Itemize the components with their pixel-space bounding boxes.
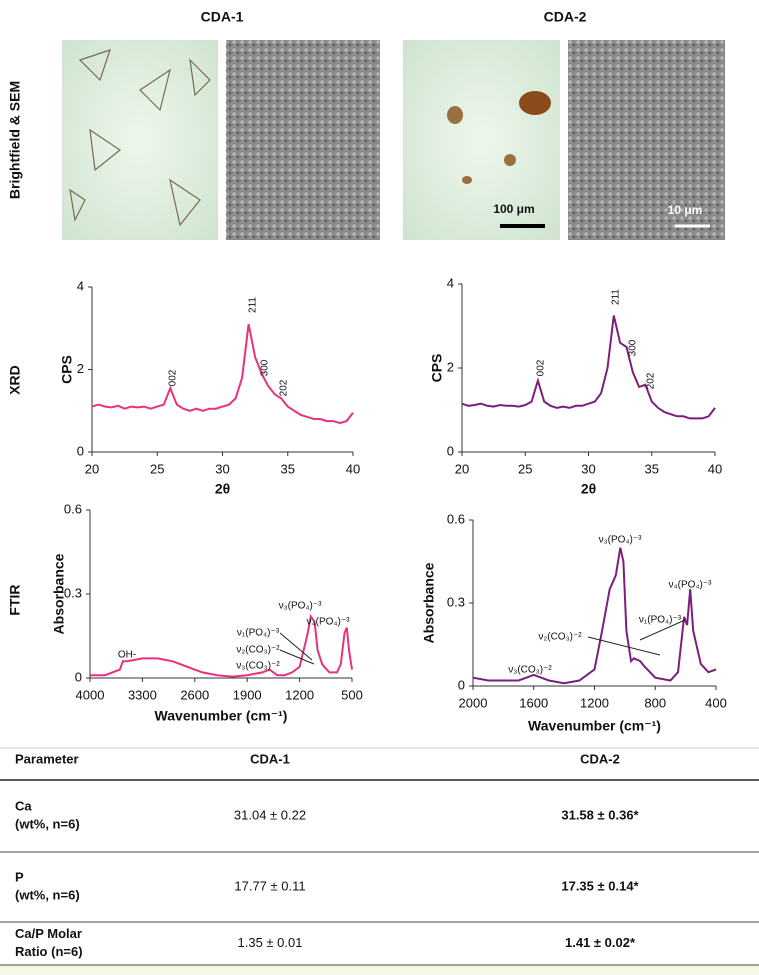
x-axis-label: 2θ	[215, 481, 230, 497]
x-tick-label: 35	[645, 461, 659, 476]
annotation: ν₃(CO₃)⁻²	[508, 665, 552, 676]
x-tick-label: 2600	[180, 687, 209, 702]
x-tick-label: 35	[281, 461, 295, 476]
x-tick-label: 2000	[459, 695, 488, 710]
x-axis-label: 2θ	[581, 481, 596, 497]
x-tick-label: 3300	[128, 687, 157, 702]
x-tick-label: 1200	[580, 695, 609, 710]
annotation: ν₁(PO₄)⁻³	[237, 628, 280, 639]
crystals	[69, 49, 211, 227]
x-tick-label: 40	[346, 461, 360, 476]
y-axis-label: CPS	[59, 355, 75, 384]
y-tick-label: 2	[77, 361, 84, 376]
table-header: CDA-1	[250, 751, 290, 766]
row-name: Ca	[15, 798, 32, 813]
y-tick-label: 0	[75, 669, 82, 684]
y-tick-label: 2	[447, 359, 454, 374]
annotation: 002	[168, 369, 179, 386]
annotation: ν₃(CO₃)⁻²	[236, 661, 280, 672]
cell: 1.35 ± 0.01	[238, 935, 303, 950]
cell: 1.41 ± 0.02*	[565, 935, 636, 950]
annotation: ν₃(PO₄)⁻³	[599, 535, 643, 546]
row-label: XRD	[7, 365, 23, 395]
data-line	[90, 613, 353, 678]
scale-bar-label: 10 μm	[668, 203, 703, 217]
data-line	[461, 315, 716, 420]
row-name: P	[15, 869, 24, 884]
x-axis-label: Wavenumber (cm⁻¹)	[528, 718, 661, 734]
annotation: 211	[611, 289, 622, 305]
sem-image	[568, 40, 725, 240]
x-tick-label: 20	[85, 461, 99, 476]
x-tick-label: 20	[455, 461, 469, 476]
annotation: 211	[248, 297, 259, 313]
annotation: 002	[536, 359, 547, 376]
annotation: ν₂(CO₃)⁻²	[538, 632, 582, 643]
sem-image	[226, 40, 380, 240]
table-header: CDA-2	[580, 751, 620, 766]
table-header: Parameter	[15, 751, 79, 766]
annotation: OH-	[118, 650, 136, 661]
x-tick-label: 30	[215, 461, 229, 476]
data-line	[472, 547, 717, 685]
brightfield-image	[62, 40, 218, 240]
x-tick-label: 25	[150, 461, 164, 476]
x-tick-label: 25	[518, 461, 532, 476]
y-tick-label: 4	[447, 275, 454, 290]
row-name: Ca/P Molar	[15, 926, 82, 941]
row-unit: (wt%, n=6)	[15, 887, 80, 902]
x-tick-label: 800	[644, 695, 666, 710]
y-tick-label: 0.6	[447, 511, 465, 526]
column-header: CDA-2	[544, 9, 587, 25]
y-tick-label: 0	[458, 677, 465, 692]
brightfield-image	[403, 40, 560, 240]
x-tick-label: 400	[705, 695, 727, 710]
x-tick-label: 1200	[285, 687, 314, 702]
annotation: ν₃(PO₄)⁻³	[279, 601, 323, 612]
row-label: Brightfield & SEM	[7, 81, 23, 199]
annotation: ν₄(PO₄)⁻³	[307, 617, 351, 628]
leader-line	[639, 619, 686, 641]
leader-line	[279, 632, 313, 661]
y-tick-label: 0.3	[64, 585, 82, 600]
leader-line	[279, 649, 315, 665]
row-unit: Ratio (n=6)	[15, 944, 83, 959]
x-axis-label: Wavenumber (cm⁻¹)	[155, 708, 288, 724]
y-tick-label: 0	[77, 443, 84, 458]
x-tick-label: 40	[708, 461, 722, 476]
annotation: 300	[628, 339, 639, 356]
x-tick-label: 1600	[519, 695, 548, 710]
cell: 17.35 ± 0.14*	[561, 878, 639, 893]
x-tick-label: 1900	[233, 687, 262, 702]
cell: 31.58 ± 0.36*	[561, 807, 639, 822]
particles	[447, 91, 551, 184]
y-axis-label: CPS	[429, 354, 445, 383]
cell: 17.77 ± 0.11	[234, 878, 305, 893]
cell: 31.04 ± 0.22	[234, 807, 306, 822]
annotation: 202	[646, 372, 657, 389]
x-tick-label: 4000	[76, 687, 105, 702]
footer-band	[0, 965, 759, 975]
column-header: CDA-1	[201, 9, 244, 25]
y-tick-label: 0.6	[64, 501, 82, 516]
y-tick-label: 4	[77, 278, 84, 293]
annotation: ν₄(PO₄)⁻³	[669, 580, 713, 591]
row-unit: (wt%, n=6)	[15, 816, 80, 831]
scale-bar-label: 100 μm	[493, 202, 534, 216]
annotation: ν₁(PO₄)⁻³	[639, 615, 682, 626]
y-tick-label: 0	[447, 443, 454, 458]
leader-line	[587, 636, 661, 656]
y-tick-label: 0.3	[447, 594, 465, 609]
y-axis-label: Absorbance	[51, 553, 67, 634]
x-tick-label: 500	[341, 687, 363, 702]
y-axis-label: Absorbance	[421, 562, 437, 643]
annotation: 202	[279, 379, 290, 396]
annotation: 300	[260, 359, 271, 376]
x-tick-label: 30	[581, 461, 595, 476]
data-line	[91, 323, 354, 425]
row-label: FTIR	[7, 584, 23, 615]
annotation: ν₂(CO₃)⁻²	[236, 645, 280, 656]
